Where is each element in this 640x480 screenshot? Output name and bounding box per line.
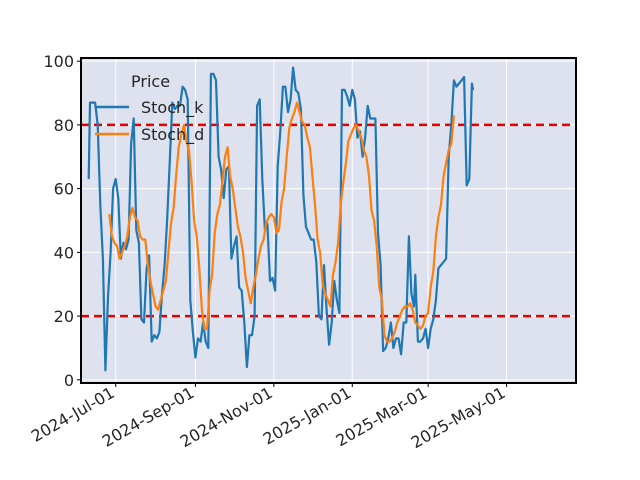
legend: Price Stoch_k Stoch_d <box>95 72 204 145</box>
series-lines <box>87 66 475 372</box>
y-tick-label: 60 <box>54 180 74 199</box>
legend-title: Price <box>131 72 170 91</box>
series-line-stoch-d <box>108 101 455 343</box>
legend-entry-stoch-d: Stoch_d <box>141 125 204 145</box>
y-tick-label: 100 <box>43 52 74 71</box>
y-tick-label: 40 <box>54 243 74 262</box>
y-tick-label: 20 <box>54 307 74 326</box>
y-tick-label: 0 <box>64 371 74 390</box>
plot-frame <box>80 57 577 384</box>
x-axis-ticks: 2024-Jul-012024-Sep-012024-Nov-012025-Ja… <box>28 383 509 452</box>
series-line-stoch-k <box>87 66 475 372</box>
legend-entry-stoch-k: Stoch_k <box>141 98 204 118</box>
y-tick-label: 80 <box>54 116 74 135</box>
reference-lines <box>81 123 576 318</box>
y-axis-ticks: 0 20 40 60 80 100 <box>43 52 81 390</box>
